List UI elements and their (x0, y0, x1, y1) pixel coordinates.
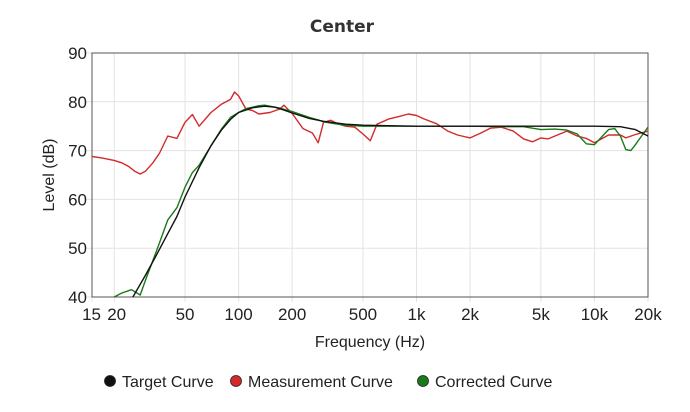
x-tick-label: 200 (278, 305, 306, 324)
y-axis-title: Level (dB) (41, 139, 58, 212)
x-tick-label: 2k (461, 305, 479, 324)
measurement-curve-legend-marker[interactable] (230, 375, 242, 387)
grid-layer (87, 52, 649, 302)
measurement-curve-legend-label[interactable]: Measurement Curve (248, 374, 393, 391)
corrected-curve-legend-label[interactable]: Corrected Curve (435, 374, 552, 391)
y-tick-label: 50 (68, 239, 87, 258)
y-axis-ticks: 40 50 60 70 80 90 (68, 44, 87, 307)
plot-frame (91, 52, 649, 298)
x-axis-title: Frequency (Hz) (315, 334, 425, 351)
y-tick-label: 60 (68, 190, 87, 209)
x-tick-label: 15 (82, 305, 101, 324)
y-tick-label: 70 (68, 142, 87, 161)
target-curve-legend-label[interactable]: Target Curve (122, 374, 214, 391)
x-tick-label: 20k (634, 305, 662, 324)
x-tick-label: 50 (176, 305, 195, 324)
x-tick-label: 10k (581, 305, 609, 324)
corrected-curveline-line (113, 104, 648, 297)
measurement-curveline-line (92, 91, 648, 175)
y-tick-label: 90 (68, 44, 87, 63)
target-curveline-line (132, 105, 648, 297)
x-tick-label: 100 (224, 305, 252, 324)
target-curve-legend-marker[interactable] (104, 375, 116, 387)
legend: Target Curve Measurement Curve Corrected C… (104, 374, 552, 391)
y-tick-label: 80 (68, 93, 87, 112)
corrected-curve-legend-marker[interactable] (417, 375, 429, 387)
y-tick-label: 40 (68, 288, 87, 307)
series-layer (92, 91, 648, 297)
x-tick-label: 5k (532, 305, 550, 324)
x-tick-label: 20 (107, 305, 126, 324)
chart-title: Center (310, 17, 375, 37)
x-axis-ticks: 15 20 50 100 200 500 1k 2k 5k 10k 20k (82, 305, 662, 324)
x-tick-label: 500 (349, 305, 377, 324)
x-tick-label: 1k (408, 305, 426, 324)
